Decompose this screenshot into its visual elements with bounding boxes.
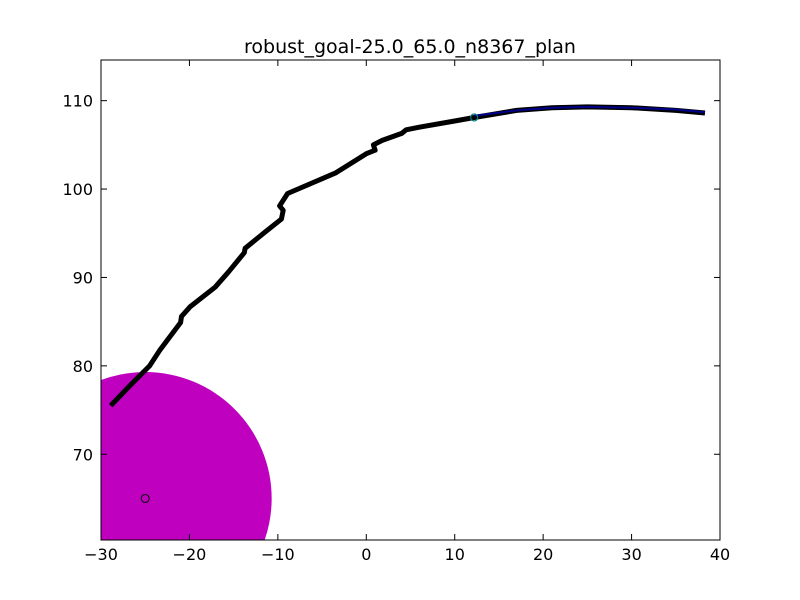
x-tick-label: −30 xyxy=(84,545,118,564)
x-tick-label: 30 xyxy=(621,545,641,564)
axes-frame xyxy=(100,59,721,541)
y-tick-label: 100 xyxy=(62,180,93,199)
x-tick-label: 10 xyxy=(445,545,465,564)
start-marker xyxy=(470,113,479,122)
plot-area xyxy=(101,104,706,540)
axis-ticks: −30 −20 −10 0 10 20 30 40 70 80 90 100 110 xyxy=(62,60,730,564)
goal-marker xyxy=(140,493,150,503)
chart-title: robust_goal-25.0_65.0_n8367_plan xyxy=(244,36,576,58)
y-tick-label: 90 xyxy=(73,268,93,287)
y-tick-label: 80 xyxy=(73,357,93,376)
x-tick-label: 20 xyxy=(533,545,553,564)
x-tick-label: 40 xyxy=(710,545,730,564)
plan-line xyxy=(474,105,706,117)
x-tick-label: −20 xyxy=(173,545,207,564)
x-tick-label: 0 xyxy=(361,545,371,564)
y-tick-label: 70 xyxy=(73,445,93,464)
goal-region xyxy=(101,372,272,540)
y-tick-label: 110 xyxy=(62,92,93,111)
trajectory-line xyxy=(108,104,706,408)
x-tick-label: −10 xyxy=(261,545,295,564)
